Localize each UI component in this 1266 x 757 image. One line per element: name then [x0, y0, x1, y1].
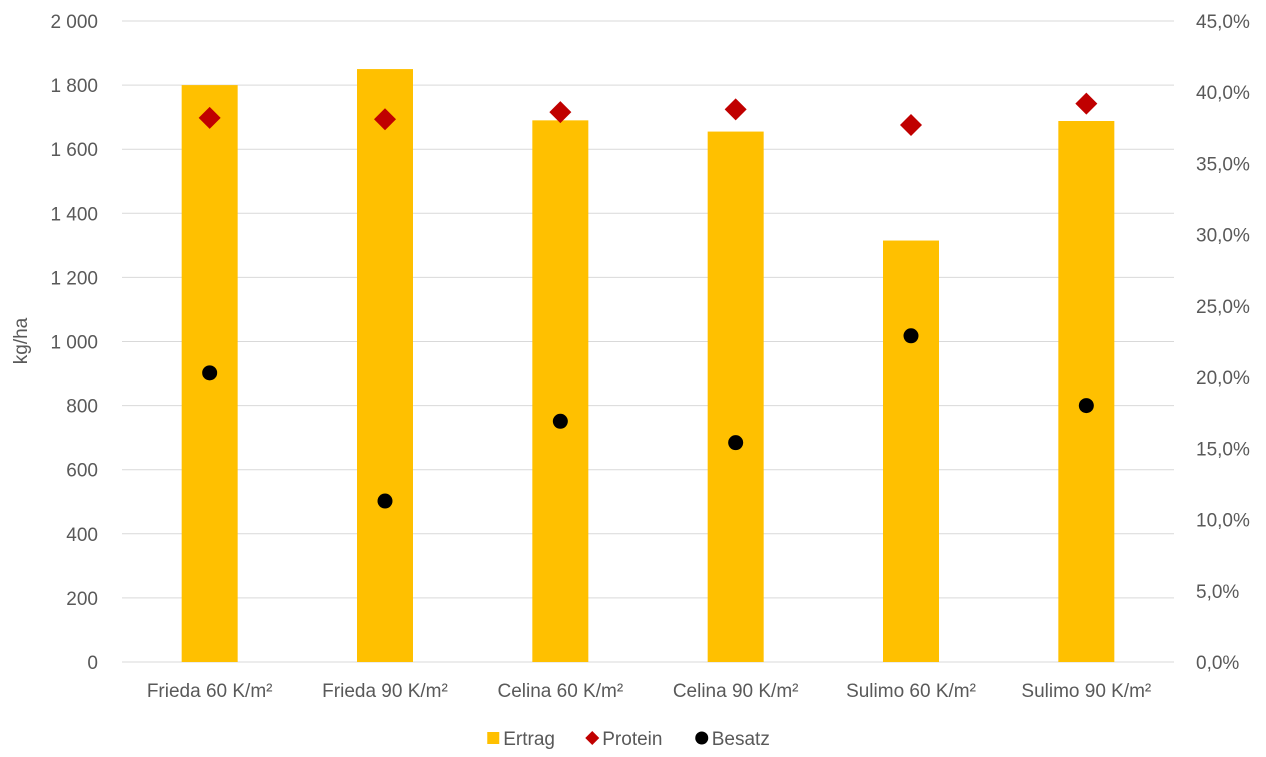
- legend-label: Protein: [602, 729, 662, 750]
- x-tick-label: Frieda 90 K/m²: [322, 681, 448, 702]
- y-axis-left: 0 200 400 600 800 1 000 1 200 1 400 1 600 1 800 2 …: [50, 12, 98, 674]
- x-axis: Frieda 60 K/m² Frieda 90 K/m² Celina 60 K/…: [147, 681, 1151, 702]
- besatz-marker: [552, 413, 568, 429]
- y2-tick-label: 5,0%: [1196, 582, 1239, 603]
- legend-swatch: [487, 732, 500, 744]
- bar: [357, 69, 413, 662]
- protein-marker: [374, 108, 396, 131]
- y-axis-title: kg/ha: [11, 317, 32, 364]
- y-tick-label: 1 200: [50, 268, 98, 289]
- y2-tick-label: 0,0%: [1196, 653, 1239, 674]
- x-tick-label: Celina 90 K/m²: [673, 681, 799, 702]
- x-tick-label: Sulimo 60 K/m²: [846, 681, 976, 702]
- protein-marker: [1075, 92, 1098, 115]
- y-tick-label: 0: [87, 653, 98, 674]
- y2-tick-label: 25,0%: [1196, 297, 1250, 318]
- besatz-marker: [903, 328, 919, 344]
- y-tick-label: 1 000: [50, 333, 98, 354]
- y2-tick-label: 45,0%: [1196, 12, 1250, 33]
- legend-label: Ertrag: [503, 729, 555, 750]
- legend-item-protein: Protein: [585, 729, 662, 750]
- x-tick-label: Frieda 60 K/m²: [147, 681, 273, 702]
- bars: [181, 69, 1115, 663]
- y-tick-label: 800: [66, 397, 98, 418]
- y-tick-label: 200: [66, 589, 98, 610]
- legend-item-besatz: Besatz: [695, 729, 770, 750]
- gridlines: [122, 20, 1174, 663]
- y2-tick-label: 40,0%: [1196, 83, 1250, 104]
- bar: [883, 240, 939, 663]
- besatz-marker: [202, 365, 218, 381]
- legend-swatch: [695, 731, 709, 745]
- y-tick-label: 1 800: [50, 76, 98, 97]
- y-tick-label: 600: [66, 461, 98, 482]
- bar: [707, 131, 764, 662]
- protein-marker: [900, 113, 922, 136]
- y2-tick-label: 30,0%: [1196, 226, 1250, 247]
- legend-label: Besatz: [712, 729, 770, 750]
- x-tick-label: Celina 60 K/m²: [497, 681, 623, 702]
- protein-marker: [724, 98, 747, 121]
- protein-marker: [549, 101, 572, 124]
- legend-swatch: [585, 731, 600, 745]
- y-tick-label: 2 000: [50, 12, 98, 33]
- y2-tick-label: 20,0%: [1196, 368, 1250, 389]
- besatz-marker: [377, 493, 393, 509]
- markers: [198, 92, 1098, 509]
- legend-item-ertrag: Ertrag: [487, 729, 555, 750]
- x-tick-label: Sulimo 90 K/m²: [1021, 681, 1151, 702]
- besatz-marker: [728, 435, 744, 451]
- y-axis-right: 0,0% 5,0% 10,0% 15,0% 20,0% 25,0% 30,0% 35,0% 40…: [1196, 12, 1250, 674]
- y-tick-label: 1 600: [50, 140, 98, 161]
- protein-marker: [198, 106, 221, 129]
- bar: [1058, 120, 1115, 663]
- y2-tick-label: 15,0%: [1196, 439, 1250, 460]
- besatz-marker: [1078, 398, 1094, 414]
- y-tick-label: 400: [66, 525, 98, 546]
- y2-tick-label: 10,0%: [1196, 511, 1250, 532]
- y2-tick-label: 35,0%: [1196, 154, 1250, 175]
- y-tick-label: 1 400: [50, 204, 98, 225]
- bar: [532, 120, 589, 663]
- legend: Ertrag Protein Besatz: [487, 729, 770, 750]
